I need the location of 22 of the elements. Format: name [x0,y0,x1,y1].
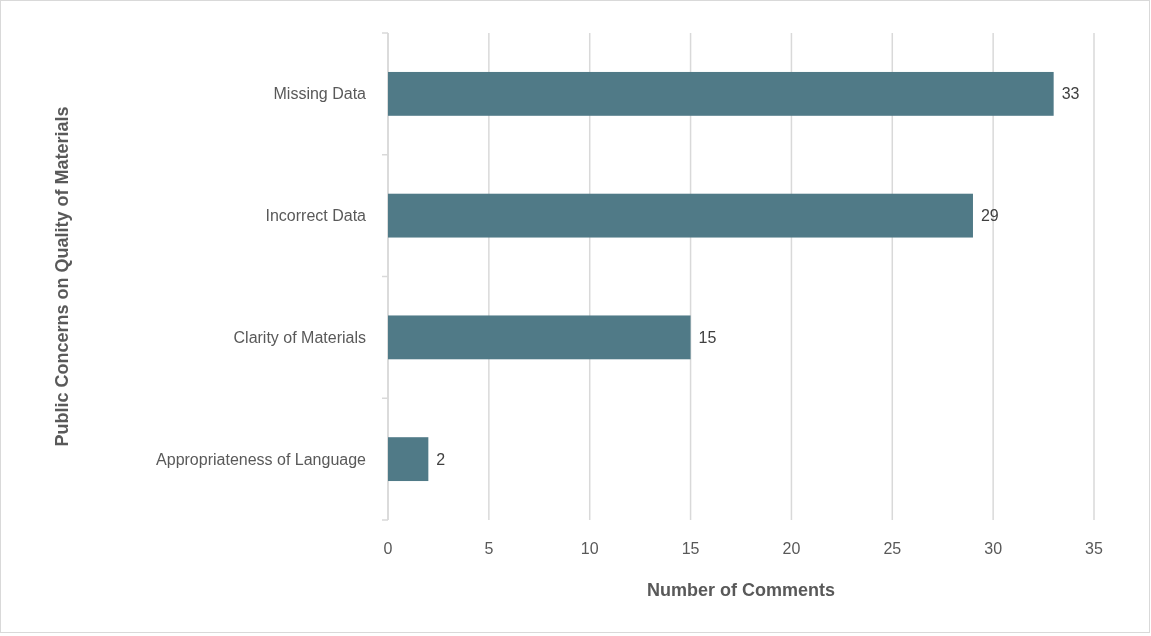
bar [388,193,973,238]
y-tick-label: Incorrect Data [265,207,367,225]
x-axis-title: Number of Comments [646,580,836,601]
y-tick-label: Missing Data [273,85,367,103]
bar [388,315,691,360]
y-axis-title: Public Concerns on Quality of Materials [52,106,73,447]
y-tick-label: Clarity of Materials [233,328,366,346]
x-tick-label: 5 [484,539,494,557]
x-tick-label: 25 [883,539,902,557]
x-tick-label: 0 [383,539,393,557]
y-tick-label: Appropriateness of Language [156,450,367,468]
data-label: 15 [698,328,717,346]
x-tick-label: 30 [984,539,1003,557]
data-label: 2 [436,450,446,468]
x-tick-label: 35 [1085,539,1103,557]
x-tick-label: 10 [580,539,599,557]
bar [388,437,429,482]
x-tick-label: 15 [681,539,700,557]
data-label: 29 [980,207,999,225]
bar [388,71,1054,116]
x-tick-label: 20 [782,539,801,557]
data-label: 33 [1061,85,1080,103]
